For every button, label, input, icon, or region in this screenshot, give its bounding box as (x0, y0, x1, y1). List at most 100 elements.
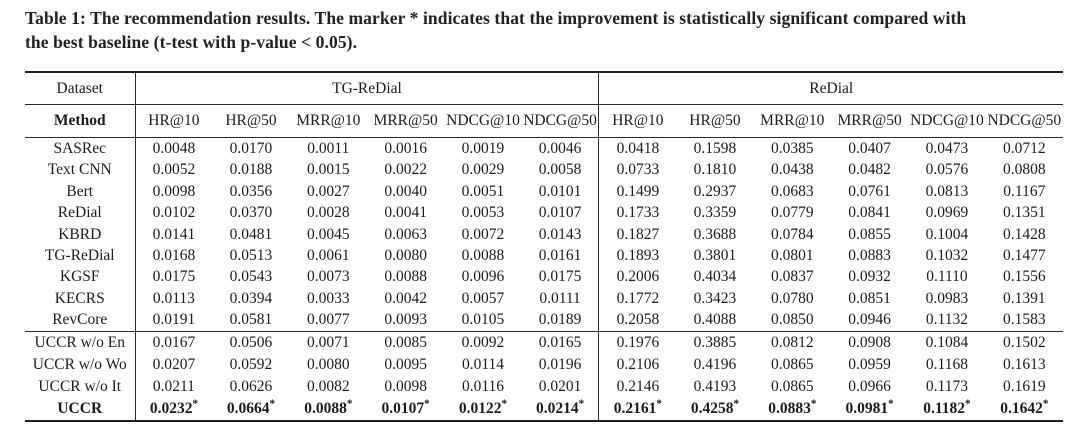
value-cell: 0.0063 (384, 225, 427, 243)
value-cell: 0.0812 (753, 330, 831, 354)
value-cell: 0.0028 (307, 204, 350, 222)
table-row: SASRec 0.0048 0.0170 0.0011 0.0016 0.0019 0.00… (25, 137, 1063, 160)
value-cell: 0.0096 (461, 268, 505, 286)
value-cell: 0.2006 (598, 266, 677, 289)
value-cell: 0.2146 (598, 375, 677, 398)
value-cell: 0.0051 (461, 182, 505, 200)
value-cell: 0.0102 (134, 202, 213, 224)
dataset-header-row: Dataset TG-ReDial ReDial (25, 72, 1063, 106)
value-cell: 0.0027 (307, 182, 350, 200)
value-cell: 0.0071 (289, 330, 367, 354)
value-cell: 0.1132 (925, 311, 968, 329)
value-cell: 0.1733 (598, 202, 677, 224)
dataset-corner-header: Dataset (25, 72, 135, 106)
value-cell: 0.0167 (134, 330, 213, 354)
method-cell: ReDial (57, 204, 102, 222)
value-cell: 0.1110 (926, 268, 968, 286)
value-cell: 0.0966 (848, 377, 891, 395)
value-cell: 0.0394 (229, 289, 273, 307)
significance-star: * (656, 397, 662, 410)
value-cell: 0.0932 (848, 268, 891, 286)
metric-header: HR@10 (134, 104, 213, 139)
metric-header: MRR@50 (366, 104, 445, 139)
value-cell: 0.0581 (229, 311, 273, 329)
value-cell: 0.0481 (229, 225, 273, 243)
table-row: Bert 0.0098 0.0356 0.0027 0.0040 0.0051 0.0101… (25, 181, 1063, 203)
metric-header: HR@10 (598, 104, 677, 139)
method-cell: Text CNN (47, 161, 112, 179)
value-cell: 0.0057 (461, 289, 505, 307)
value-cell: 0.4193 (693, 377, 737, 395)
value-cell: 0.0801 (770, 246, 814, 264)
value-cell: 0.0092 (444, 330, 522, 354)
value-cell: 0.0356 (229, 182, 273, 200)
value-cell: 0.0143 (538, 225, 582, 243)
value-cell: 0.0011 (307, 139, 350, 157)
value-cell: 0.0052 (134, 159, 213, 182)
value-cell: 0.0029 (461, 161, 505, 179)
method-cell: RevCore (52, 311, 108, 329)
table-row: UCCR w/o Wo 0.0207 0.0592 0.0080 0.0095 0.011… (25, 353, 1063, 376)
value-cell: 0.0837 (770, 268, 814, 286)
metric-header: NDCG@50 (521, 104, 599, 139)
caption-line-2: the best baseline (t-test with p-value <… (25, 32, 358, 53)
table-row: TG-ReDial 0.0168 0.0513 0.0061 0.0080 0.0088 0… (25, 245, 1063, 267)
significance-star: * (346, 397, 353, 410)
significance-star: * (501, 397, 508, 410)
value-cell: 0.0113 (134, 288, 213, 310)
value-cell: 0.0981* (845, 397, 894, 417)
value-cell: 0.4034 (693, 268, 737, 286)
value-cell: 0.4258* (690, 397, 740, 417)
value-cell: 0.0088 (461, 246, 505, 264)
value-cell: 0.0015 (307, 161, 350, 179)
value-cell: 0.0189 (538, 311, 582, 329)
value-cell: 0.0080 (384, 246, 427, 264)
metric-header: NDCG@10 (908, 104, 986, 139)
value-cell: 0.0105 (461, 311, 505, 329)
value-cell: 0.0161 (538, 246, 582, 264)
significance-star: * (269, 397, 276, 410)
table-row: KGSF 0.0175 0.0543 0.0073 0.0088 0.0096 0.0175… (25, 266, 1063, 289)
method-cell: UCCR w/o En (25, 330, 135, 354)
value-cell: 0.0370 (229, 204, 273, 222)
metric-header: MRR@50 (830, 104, 909, 139)
value-cell: 0.0576 (925, 161, 969, 179)
method-cell: KGSF (59, 268, 100, 286)
method-cell: TG-ReDial (44, 246, 115, 264)
value-cell: 0.0175 (538, 268, 582, 286)
value-cell: 0.1810 (693, 161, 737, 179)
metric-header: MRR@10 (753, 104, 831, 139)
value-cell: 0.0513 (229, 246, 273, 264)
value-cell: 0.4196 (693, 355, 737, 373)
value-cell: 0.0908 (830, 330, 909, 354)
value-cell: 0.0712 (1002, 139, 1046, 157)
metrics-header-row: Method HR@10 HR@50 MRR@10 MRR@50 NDCG@10 NDCG… (25, 104, 1063, 139)
value-cell: 0.2058 (598, 309, 677, 332)
value-cell: 0.1428 (1002, 225, 1046, 243)
value-cell: 0.1351 (1002, 204, 1046, 222)
table-row: UCCR 0.0232* 0.0664* 0.0088* 0.0107* 0.0122* 0… (25, 397, 1063, 421)
method-cell: UCCR w/o Wo (32, 355, 127, 373)
value-cell: 0.0418 (598, 137, 677, 160)
value-cell: 0.0855 (848, 225, 891, 243)
value-cell: 0.1499 (598, 181, 677, 203)
value-cell: 0.0048 (134, 137, 213, 160)
value-cell: 0.0082 (307, 377, 350, 395)
value-cell: 0.0088* (304, 397, 353, 417)
value-cell: 0.0201 (538, 377, 582, 395)
method-cell: UCCR (57, 399, 103, 417)
value-cell: 0.1004 (925, 225, 969, 243)
value-cell: 0.0095 (384, 355, 427, 373)
significance-star: * (1042, 397, 1049, 410)
value-cell: 0.0072 (461, 225, 505, 243)
value-cell: 0.1619 (1002, 377, 1046, 395)
value-cell: 0.0022 (384, 161, 427, 179)
value-cell: 0.0664* (226, 397, 276, 417)
dataset-group-header: TG-ReDial (134, 72, 599, 106)
significance-star: * (888, 397, 894, 410)
table-row: RevCore 0.0191 0.0581 0.0077 0.0093 0.0105 0.0… (25, 309, 1063, 332)
method-cell: UCCR w/o It (38, 377, 122, 395)
value-cell: 0.0506 (212, 330, 290, 354)
value-cell: 0.0683 (770, 182, 814, 200)
value-cell: 0.0041 (384, 204, 427, 222)
